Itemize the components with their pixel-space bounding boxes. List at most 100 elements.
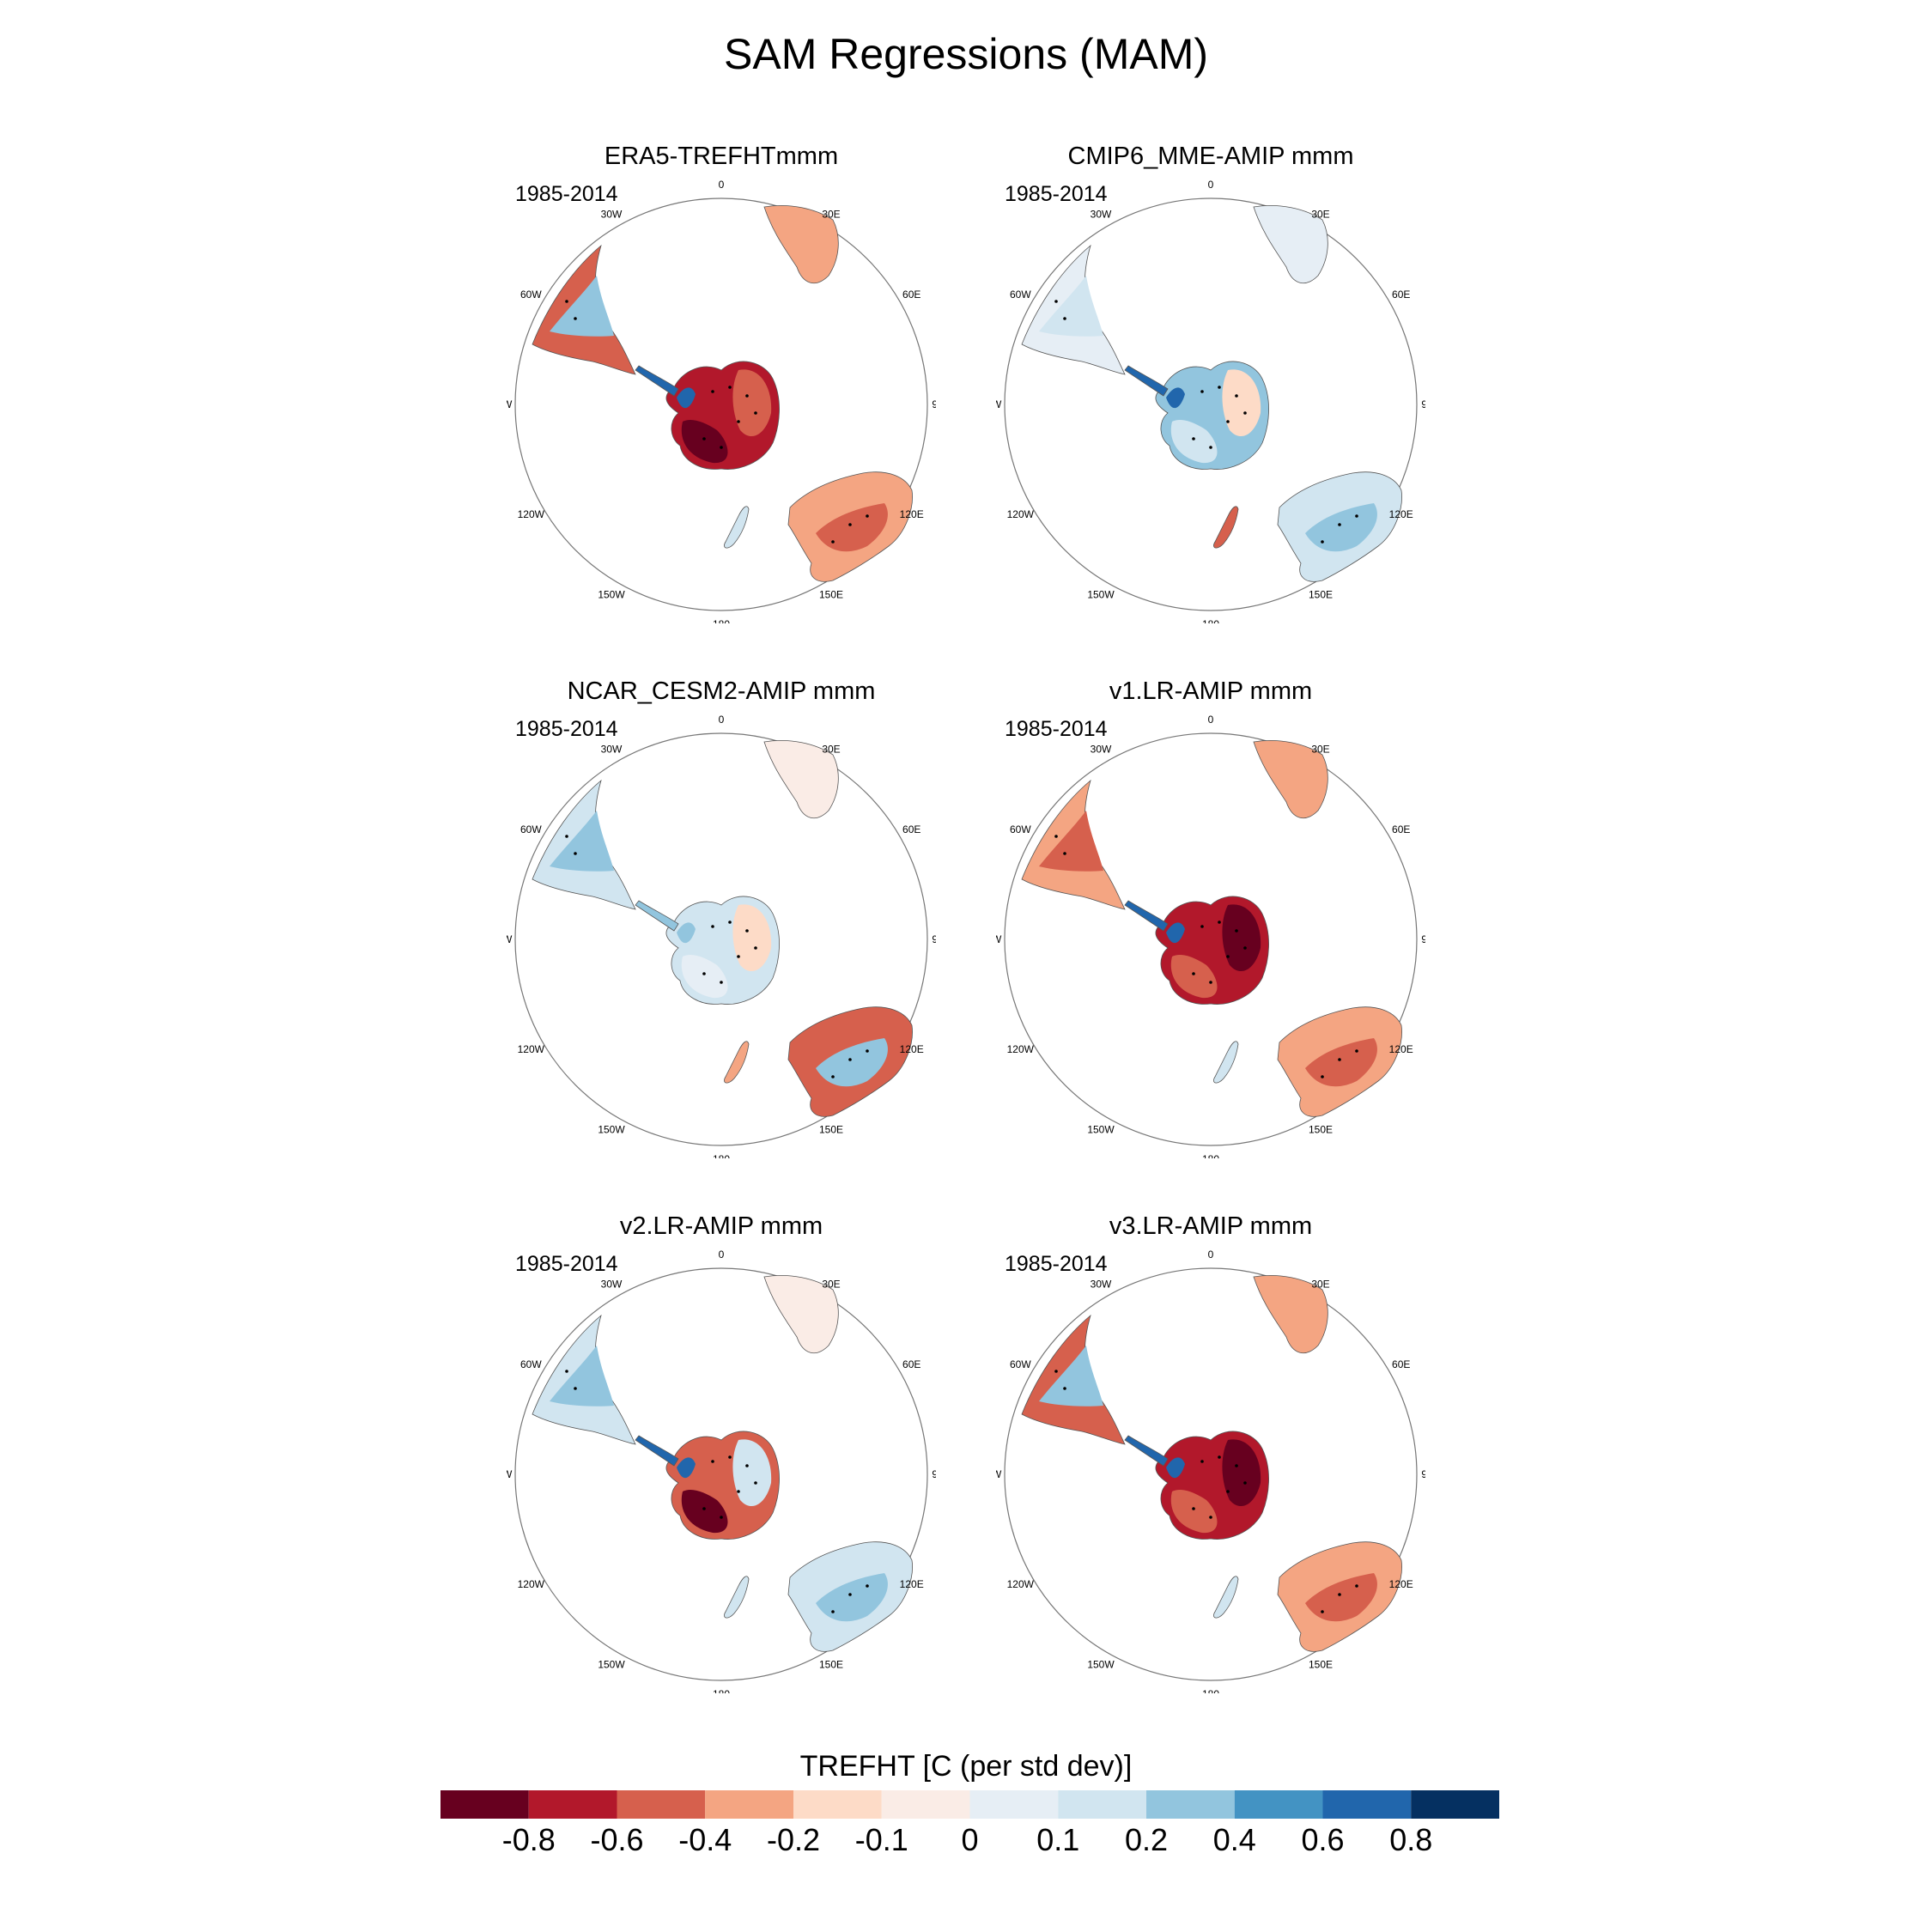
significance-dot <box>866 1049 869 1053</box>
antarctica-west-anomaly <box>681 1490 728 1534</box>
significance-dot <box>720 446 723 449</box>
peninsula-region <box>635 1435 679 1467</box>
colorbar-swatch <box>969 1790 1059 1819</box>
new-zealand-region <box>724 1041 750 1084</box>
peninsula-region <box>1124 1435 1169 1467</box>
africa-region <box>1253 1274 1328 1354</box>
colorbar-swatch <box>440 1790 529 1819</box>
africa-region <box>763 204 839 284</box>
south-america-anomaly <box>1039 1346 1103 1406</box>
colorbar-tick-label: 0.2 <box>1124 1822 1169 1857</box>
map-panel: 0 30E 60E 90E 120E 150E 180 150W 120W 90W 60W 30W v2… <box>507 1212 936 1693</box>
panel-title: ERA5-TREFHTmmm <box>604 143 839 170</box>
panel-title: NCAR_CESM2-AMIP mmm <box>567 677 876 705</box>
longitude-label: 60E <box>1392 823 1410 835</box>
longitude-label: 60E <box>902 823 920 835</box>
longitude-label: 30W <box>601 743 623 755</box>
antarctica-east-anomaly <box>1222 904 1261 972</box>
longitude-label: 90W <box>996 1468 1002 1480</box>
colorbar-tick-label: 0.6 <box>1301 1822 1345 1857</box>
significance-dot <box>848 523 852 526</box>
significance-dot <box>1192 1507 1195 1510</box>
africa-region <box>1253 204 1328 284</box>
longitude-label: 60W <box>520 823 542 835</box>
antarctic-peninsula-anomaly <box>677 387 696 409</box>
south-america-anomaly <box>1039 276 1103 337</box>
colorbar-tick-label: -0.8 <box>501 1822 556 1857</box>
antarctica-west-anomaly <box>1170 1490 1218 1534</box>
longitude-label: 30W <box>1091 743 1112 755</box>
longitude-label: 90E <box>932 398 936 410</box>
significance-dot <box>565 300 568 303</box>
colorbar-tick-label: 0.8 <box>1389 1822 1433 1857</box>
significance-dot <box>737 955 740 958</box>
significance-dot <box>1321 540 1324 544</box>
antarctica-east-anomaly <box>732 1439 772 1507</box>
significance-dot <box>866 514 869 518</box>
longitude-label: 150W <box>1087 1124 1115 1136</box>
significance-dot <box>831 1610 835 1613</box>
longitude-label: 60E <box>1392 1358 1410 1370</box>
africa-region <box>1253 739 1328 819</box>
longitude-label: 120E <box>900 508 924 520</box>
significance-dot <box>702 437 706 440</box>
colorbar-tick-label: -0.2 <box>766 1822 821 1857</box>
new-zealand-region <box>724 1576 750 1619</box>
colorbar-tick-label: -0.6 <box>590 1822 644 1857</box>
antarctica-east-anomaly <box>1222 369 1261 437</box>
longitude-label: 30E <box>822 208 840 220</box>
antarctic-peninsula-anomaly <box>677 1457 696 1479</box>
significance-dot <box>711 925 714 928</box>
significance-dot <box>1355 514 1358 518</box>
significance-dot <box>754 946 757 950</box>
significance-dot <box>1355 1584 1358 1588</box>
longitude-label: 90W <box>507 1468 513 1480</box>
longitude-label: 180 <box>713 1688 730 1693</box>
new-zealand-region <box>1213 1576 1239 1619</box>
panel-years: 1985-2014 <box>1005 717 1108 741</box>
significance-dot <box>831 1075 835 1078</box>
new-zealand-region <box>1213 1041 1239 1084</box>
colorbar-title: TREFHT [C (per std dev)] <box>799 1750 1133 1783</box>
longitude-label: 180 <box>1202 1153 1219 1158</box>
panel-title: v3.LR-AMIP mmm <box>1109 1212 1313 1240</box>
longitude-label: 30E <box>1311 208 1329 220</box>
longitude-label: 90E <box>932 933 936 945</box>
significance-dot <box>1192 972 1195 975</box>
significance-dot <box>1321 1075 1324 1078</box>
figure-title: SAM Regressions (MAM) <box>724 30 1208 78</box>
significance-dot <box>1063 852 1066 855</box>
significance-dot <box>574 1387 577 1390</box>
longitude-label: 30W <box>601 208 623 220</box>
colorbar-swatch <box>881 1790 970 1819</box>
longitude-label: 120W <box>1007 1043 1035 1055</box>
significance-dot <box>831 540 835 544</box>
significance-dot <box>720 981 723 984</box>
panel-title: v1.LR-AMIP mmm <box>1109 677 1313 705</box>
colorbar-tick-label: 0.4 <box>1212 1822 1256 1857</box>
panel-years: 1985-2014 <box>515 1252 618 1276</box>
significance-dot <box>702 972 706 975</box>
significance-dot <box>1063 317 1066 320</box>
panel-title: v2.LR-AMIP mmm <box>619 1212 823 1240</box>
longitude-label: 150E <box>819 1124 843 1136</box>
significance-dot <box>848 1058 852 1061</box>
polar-map: 0 30E 60E 90E 120E 150E 180 150W 120W 90W 60W 30W <box>996 714 1425 1158</box>
significance-dot <box>1243 946 1247 950</box>
peninsula-region <box>635 365 679 397</box>
significance-dot <box>720 1516 723 1519</box>
longitude-label: 180 <box>1202 618 1219 623</box>
significance-dot <box>1338 1058 1341 1061</box>
africa-region <box>763 739 839 819</box>
polar-map: 0 30E 60E 90E 120E 150E 180 150W 120W 90W 60W 30W <box>507 1249 936 1693</box>
australia-anomaly <box>816 1573 888 1622</box>
polar-map: 0 30E 60E 90E 120E 150E 180 150W 120W 90W 60W 30W <box>507 179 936 623</box>
longitude-label: 120E <box>900 1043 924 1055</box>
colorbar-swatch <box>1234 1790 1323 1819</box>
longitude-label: 150E <box>1309 1659 1333 1671</box>
colorbar-tick-label: -0.1 <box>854 1822 908 1857</box>
map-panel: 0 30E 60E 90E 120E 150E 180 150W 120W 90W 60W 30W CM… <box>996 143 1425 623</box>
longitude-label: 180 <box>1202 1688 1219 1693</box>
panel-years: 1985-2014 <box>1005 182 1108 206</box>
longitude-label: 150W <box>1087 1659 1115 1671</box>
